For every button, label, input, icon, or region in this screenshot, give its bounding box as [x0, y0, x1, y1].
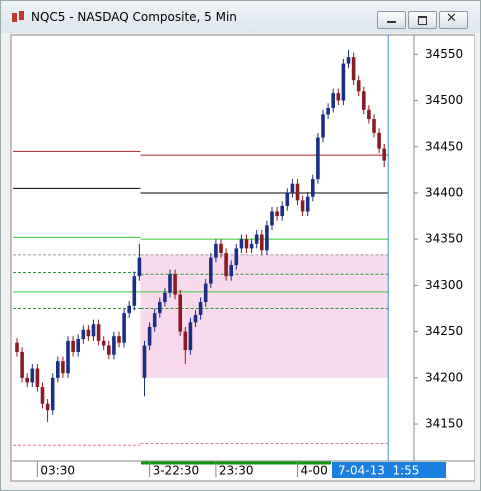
candle-body [203, 283, 208, 303]
candle-body [198, 302, 203, 315]
minimize-button[interactable] [377, 11, 406, 29]
candle-body [305, 196, 310, 212]
candle-body [122, 313, 126, 343]
candle-body [362, 91, 366, 110]
candle-body [101, 340, 106, 346]
candle-body [295, 183, 300, 201]
candle-body [183, 331, 188, 351]
candle-body [45, 403, 50, 411]
candle-body [341, 63, 346, 101]
y-tick-label: 34250 [425, 324, 463, 338]
window-title: NQC5 - NASDAQ Composite, 5 Min [31, 10, 237, 24]
x-tick-label: 23:30 [219, 464, 254, 478]
candle-body [382, 148, 386, 161]
candle-body [229, 265, 233, 277]
x-tick-label: 4-00 [301, 464, 328, 478]
candle-body [280, 205, 284, 217]
candle-body [188, 322, 193, 351]
candle-body [209, 257, 213, 284]
candle-body [25, 377, 29, 383]
candle-body [321, 114, 325, 138]
x-tick-label: 3-22:30 [153, 464, 200, 478]
candle-body [239, 239, 244, 249]
candle-body [356, 80, 361, 92]
candle-body [249, 243, 254, 249]
candle-body [336, 93, 341, 101]
candle-body [372, 119, 376, 133]
y-tick-label: 34200 [425, 370, 463, 384]
close-button[interactable]: ✕ [439, 11, 468, 29]
candle-body [290, 183, 295, 193]
y-tick-label: 34550 [425, 47, 463, 61]
candle-body [219, 243, 223, 254]
candle-body [270, 211, 274, 226]
candle-body [224, 253, 228, 277]
candle-body [234, 248, 239, 266]
cursor-label-bg [332, 462, 446, 478]
candle-body [254, 234, 259, 244]
candle-body [147, 326, 152, 346]
range-box [140, 254, 389, 378]
restore-button[interactable] [408, 11, 437, 29]
candle-body [81, 329, 86, 339]
candle-body [193, 314, 198, 323]
candle-body [351, 57, 356, 81]
candle-body [178, 294, 182, 332]
candle-body [71, 340, 75, 352]
candle-body [107, 345, 111, 355]
y-tick-label: 34300 [425, 278, 463, 292]
candle-body [86, 329, 91, 337]
candle-body [214, 243, 218, 258]
app-icon [12, 11, 24, 22]
y-tick-label: 34150 [425, 417, 463, 431]
cursor-label: 7-04-13 1:55 [338, 464, 419, 478]
candle-body [168, 274, 172, 293]
candle-body [117, 336, 121, 343]
candle-body [56, 361, 60, 378]
candle-body [346, 57, 351, 64]
title-bar: NQC5 - NASDAQ Composite, 5 Min ✕ [1, 1, 480, 33]
candle-body [127, 305, 131, 314]
candle-body [91, 324, 96, 337]
candle-body [66, 340, 70, 374]
candle-body [61, 361, 65, 374]
chart: 34150 34200 34250 34300 34350 34400 34450 34500… [10, 34, 475, 482]
candle-body [112, 336, 116, 355]
y-tick-label: 34450 [425, 139, 463, 153]
candle-body [275, 211, 279, 217]
candle-body [300, 200, 305, 212]
candle-body [30, 368, 35, 383]
candle-body [311, 179, 315, 197]
candle-body [142, 345, 147, 378]
candle-body [265, 225, 269, 251]
candle-body [158, 302, 162, 314]
candle-body [173, 274, 177, 295]
candle-body [50, 377, 55, 411]
candle-body [316, 137, 320, 180]
candle-body [163, 292, 167, 303]
y-tick-label: 34400 [425, 185, 463, 199]
candle-body [35, 368, 40, 388]
candle-body [367, 109, 371, 120]
candle-body [152, 313, 157, 327]
y-tick-label: 34350 [425, 232, 463, 246]
candle-body [244, 239, 249, 249]
candle-body [260, 234, 264, 251]
candle-body [285, 192, 290, 206]
y-tick-label: 34500 [425, 93, 463, 107]
candle-body [137, 257, 142, 277]
candle-body [96, 324, 101, 341]
candle-body [40, 387, 45, 404]
candle-body [76, 339, 80, 352]
candle-body [132, 276, 137, 306]
candle-body [20, 351, 24, 378]
candle-body [15, 342, 19, 352]
candle-body [331, 93, 335, 108]
candle-body [326, 107, 330, 115]
candle-body [377, 132, 381, 149]
x-tick-label: 03:30 [40, 464, 75, 478]
